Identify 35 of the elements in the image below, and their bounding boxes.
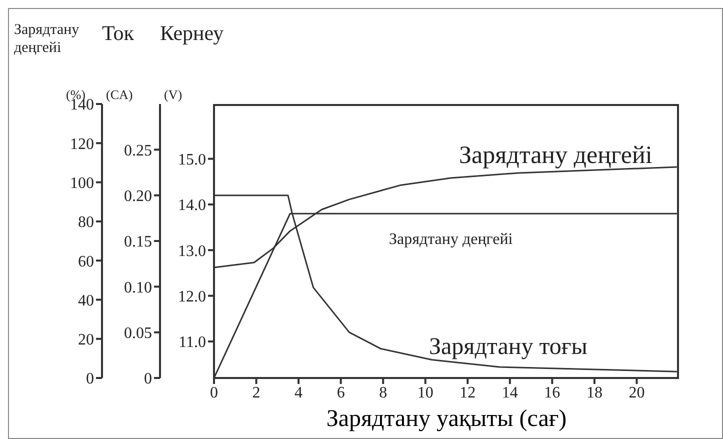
x-tick-label: 8 bbox=[379, 384, 388, 402]
x-tick-label: 0 bbox=[210, 384, 218, 402]
x-tick-label: 20 bbox=[628, 384, 645, 402]
y-tick-label: 120 bbox=[70, 136, 94, 153]
y-tick-label: 80 bbox=[78, 214, 94, 232]
x-tick-label: 2 bbox=[252, 384, 260, 402]
y-tick-label: 20 bbox=[78, 332, 94, 349]
x-tick-label: 16 bbox=[544, 384, 560, 402]
y2-tick-label: 0.15 bbox=[124, 234, 152, 251]
text: Кернеу (V) bbox=[160, 21, 224, 102]
series-label: Зарядтану деңгейі bbox=[459, 142, 652, 170]
x-tick-label: 6 bbox=[336, 384, 345, 402]
y3-tick-label: 15.0 bbox=[178, 151, 206, 168]
y2-tick-label: 0.10 bbox=[124, 279, 152, 296]
y-tick-label: 0 bbox=[86, 370, 94, 388]
y3-tick-label: 11.0 bbox=[178, 334, 206, 352]
y2-tick-label: 0.25 bbox=[124, 142, 152, 160]
series-label: Зарядтану деңгейі bbox=[389, 231, 513, 249]
x-tick-label: 10 bbox=[417, 384, 434, 402]
y-tick-label: 100 bbox=[70, 174, 94, 192]
x-tick-label: 14 bbox=[502, 384, 518, 402]
x-tick-label: 12 bbox=[460, 384, 476, 402]
x-axis-title: Зарядтану уақыты (сағ) bbox=[325, 406, 568, 433]
x-tick-label: 18 bbox=[586, 384, 602, 402]
x-tick-label: 4 bbox=[294, 384, 303, 402]
y3-tick-label: 14.0 bbox=[178, 197, 206, 214]
y2-tick-label: 0.05 bbox=[124, 325, 152, 342]
y-tick-label: 40 bbox=[78, 292, 94, 310]
y3-tick-label: 12.0 bbox=[178, 288, 206, 306]
y2-tick-label: 0 bbox=[144, 370, 152, 388]
text: Ток (CA) bbox=[102, 21, 134, 102]
y3-tick-label: 13.0 bbox=[178, 242, 206, 260]
y-tick-label: 60 bbox=[78, 253, 94, 270]
y2-tick-label: 0.20 bbox=[124, 188, 152, 206]
series-label: Зарядтану тоғы bbox=[429, 334, 588, 361]
